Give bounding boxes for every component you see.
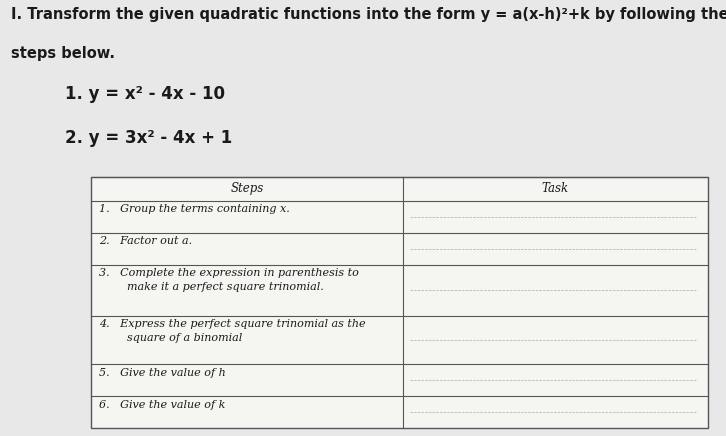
Text: 4.   Express the perfect square trinomial as the
        square of a binomial: 4. Express the perfect square trinomial … — [99, 319, 366, 343]
Text: 6.   Give the value of k: 6. Give the value of k — [99, 400, 226, 410]
Text: 2.   Factor out a.: 2. Factor out a. — [99, 236, 192, 246]
Text: 1. y = x² - 4x - 10: 1. y = x² - 4x - 10 — [65, 85, 225, 103]
Text: Task: Task — [542, 182, 569, 195]
Text: 1.   Group the terms containing x.: 1. Group the terms containing x. — [99, 204, 290, 215]
Text: I. Transform the given quadratic functions into the form y = a(x-h)²+k by follow: I. Transform the given quadratic functio… — [11, 7, 726, 21]
Text: 3.   Complete the expression in parenthesis to
        make it a perfect square : 3. Complete the expression in parenthesi… — [99, 268, 359, 292]
Text: Steps: Steps — [230, 182, 264, 195]
Text: 2. y = 3x² - 4x + 1: 2. y = 3x² - 4x + 1 — [65, 129, 232, 146]
Text: 5.   Give the value of h: 5. Give the value of h — [99, 368, 227, 378]
Text: steps below.: steps below. — [11, 46, 115, 61]
